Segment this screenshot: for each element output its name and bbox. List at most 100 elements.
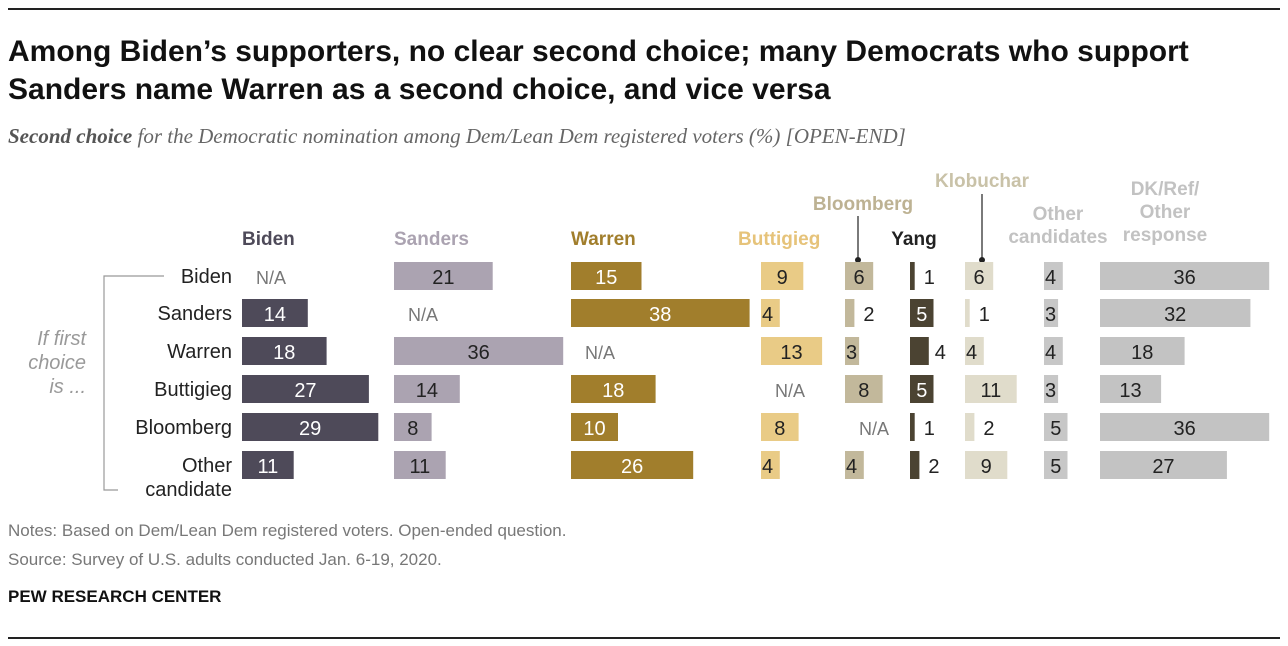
bar-buttigieg xyxy=(761,299,780,327)
bar-dk-ref-other-response xyxy=(1100,337,1185,365)
row-label-buttigieg: Buttigieg xyxy=(154,379,232,401)
header-other-candidates: candidates xyxy=(1008,227,1107,248)
bloomberg-leader-dot xyxy=(855,257,861,263)
bar-yang xyxy=(910,299,934,327)
row-label-biden: Biden xyxy=(181,266,232,288)
value-label-dk-ref-other-response: 13 xyxy=(1119,380,1141,402)
header-yang: Yang xyxy=(891,229,936,250)
bar-sanders xyxy=(394,375,460,403)
value-label-other-candidates: 4 xyxy=(1045,267,1056,289)
value-label-warren: 38 xyxy=(649,304,671,326)
notes-block: Notes: Based on Dem/Lean Dem registered … xyxy=(8,516,567,574)
bar-bloomberg xyxy=(845,375,883,403)
bar-bloomberg xyxy=(845,337,860,365)
bar-dk-ref-other-response xyxy=(1100,375,1162,403)
value-label-other-candidates: 4 xyxy=(1045,342,1056,364)
bar-dk-ref-other-response xyxy=(1100,413,1270,441)
row-label-other-line2: candidate xyxy=(145,479,232,501)
bar-other-candidates xyxy=(1044,413,1068,441)
bar-sanders xyxy=(394,413,432,441)
header-dk-ref-other-response: DK/Ref/ xyxy=(1131,179,1200,200)
value-label-warren: 10 xyxy=(583,418,605,440)
value-label-buttigieg: 13 xyxy=(780,342,802,364)
value-label-sanders: 21 xyxy=(432,267,454,289)
header-sanders: Sanders xyxy=(394,229,469,250)
header-other-candidates: Other xyxy=(1033,204,1084,225)
na-label: N/A xyxy=(775,381,805,401)
value-label-buttigieg: 9 xyxy=(777,267,788,289)
value-label-biden: 11 xyxy=(257,456,278,478)
value-label-biden: 29 xyxy=(299,418,321,440)
row-bracket xyxy=(103,275,164,491)
value-label-buttigieg: 8 xyxy=(774,418,785,440)
value-label-yang: 5 xyxy=(916,380,927,402)
bar-klobuchar xyxy=(965,413,975,441)
value-label-klobuchar: 9 xyxy=(981,456,992,478)
source-text: Source: Survey of U.S. adults conducted … xyxy=(8,550,442,569)
bar-biden xyxy=(242,337,327,365)
value-label-other-candidates: 5 xyxy=(1050,456,1061,478)
na-label: N/A xyxy=(256,268,286,288)
value-label-other-candidates: 3 xyxy=(1045,304,1056,326)
na-label: N/A xyxy=(408,305,438,325)
header-buttigieg: Buttigieg xyxy=(738,229,820,250)
header-dk-ref-other-response: response xyxy=(1123,225,1207,246)
bar-warren xyxy=(571,375,656,403)
value-label-dk-ref-other-response: 32 xyxy=(1164,304,1186,326)
row-label-warren: Warren xyxy=(167,341,232,363)
bar-yang xyxy=(910,413,915,441)
value-label-bloomberg: 2 xyxy=(863,304,874,326)
value-label-dk-ref-other-response: 36 xyxy=(1173,418,1195,440)
klobuchar-leader-dot xyxy=(979,257,985,263)
bar-other-candidates xyxy=(1044,299,1059,327)
value-label-yang: 1 xyxy=(924,418,935,440)
value-label-sanders: 14 xyxy=(416,380,438,402)
value-label-sanders: 36 xyxy=(467,342,489,364)
bar-bloomberg xyxy=(845,262,874,290)
bottom-rule xyxy=(8,637,1280,639)
bar-biden xyxy=(242,451,294,479)
bar-warren xyxy=(571,262,642,290)
bar-dk-ref-other-response xyxy=(1100,451,1227,479)
header-warren: Warren xyxy=(571,229,636,250)
bar-other-candidates xyxy=(1044,375,1059,403)
top-rule xyxy=(8,8,1280,10)
bar-sanders xyxy=(394,262,493,290)
value-label-warren: 26 xyxy=(621,456,643,478)
value-label-biden: 14 xyxy=(264,304,286,326)
header-bloomberg: Bloomberg xyxy=(813,194,913,215)
chart-title: Among Biden’s supporters, no clear secon… xyxy=(8,35,1189,106)
value-label-klobuchar: 1 xyxy=(979,304,990,326)
bar-dk-ref-other-response xyxy=(1100,262,1270,290)
bar-yang xyxy=(910,451,920,479)
subtitle-emphasis: Second choice xyxy=(8,124,133,148)
value-label-sanders: 8 xyxy=(407,418,418,440)
bar-klobuchar xyxy=(965,375,1017,403)
bar-sanders xyxy=(394,337,564,365)
header-biden: Biden xyxy=(242,229,295,250)
bar-buttigieg xyxy=(761,451,780,479)
bar-other-candidates xyxy=(1044,451,1068,479)
row-group-label-line: is ... xyxy=(49,376,86,398)
bar-buttigieg xyxy=(761,337,823,365)
bar-other-candidates xyxy=(1044,337,1063,365)
bar-klobuchar xyxy=(965,451,1008,479)
value-label-bloomberg: 3 xyxy=(846,342,857,364)
value-label-biden: 18 xyxy=(273,342,295,364)
value-label-klobuchar: 6 xyxy=(974,267,985,289)
chart-subtitle: Second choice for the Democratic nominat… xyxy=(8,124,906,149)
bar-buttigieg xyxy=(761,262,804,290)
value-label-klobuchar: 11 xyxy=(980,380,1001,402)
value-label-warren: 18 xyxy=(602,380,624,402)
row-label-bloomberg: Bloomberg xyxy=(135,417,232,439)
bar-biden xyxy=(242,299,308,327)
bar-biden xyxy=(242,413,379,441)
value-label-yang: 2 xyxy=(928,456,939,478)
na-label: N/A xyxy=(585,343,615,363)
bar-yang xyxy=(910,375,934,403)
bar-dk-ref-other-response xyxy=(1100,299,1251,327)
value-label-yang: 1 xyxy=(924,267,935,289)
row-group-label-line: choice xyxy=(28,352,86,374)
bar-yang xyxy=(910,262,915,290)
row-label-other-line1: Other xyxy=(182,455,232,477)
